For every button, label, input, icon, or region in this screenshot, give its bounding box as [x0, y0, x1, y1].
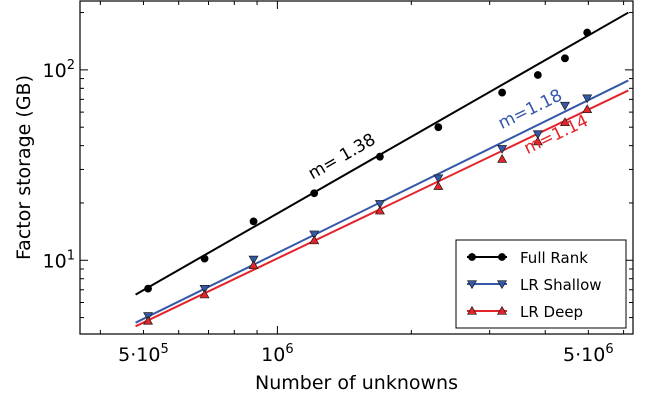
legend-label: LR Shallow [520, 276, 602, 294]
data-point [199, 289, 210, 299]
data-point [496, 280, 508, 290]
data-point [434, 123, 443, 132]
data-point [468, 253, 476, 261]
legend-label: Full Rank [520, 249, 588, 267]
legend: Full Rank LR Shallow LR Deep [455, 239, 627, 329]
data-point [143, 315, 154, 325]
data-point [498, 253, 506, 261]
y-axis-title: Factor storage (GB) [13, 75, 35, 260]
data-point [433, 174, 444, 184]
x-tick-label: 5·105 [118, 342, 169, 366]
series-markers [143, 28, 593, 325]
y-tick-label: 101 [43, 248, 75, 272]
data-point [583, 28, 592, 37]
axis-ticks [80, 1, 633, 334]
data-point [582, 104, 593, 114]
data-point [433, 181, 444, 190]
data-point [496, 305, 508, 315]
data-point [582, 94, 593, 104]
x-axis-title: Number of unknowns [255, 372, 458, 394]
data-point [309, 235, 320, 245]
data-point [497, 153, 508, 163]
data-point [466, 280, 478, 290]
legend-label: LR Deep [520, 303, 583, 321]
y-tick-label: 102 [43, 58, 75, 82]
data-point [144, 284, 152, 293]
data-point [248, 255, 259, 265]
data-point [376, 152, 384, 161]
tick-labels: 5·105 106 5·106 101 102 [43, 58, 614, 366]
data-point [200, 254, 209, 263]
fit-line-lr-deep [135, 89, 629, 328]
data-point [199, 284, 210, 294]
data-point [532, 136, 543, 146]
data-point [532, 130, 543, 140]
data-point [310, 189, 319, 198]
data-point [466, 305, 478, 315]
x-tick-label: 106 [261, 342, 293, 366]
data-point [561, 54, 569, 63]
data-point [309, 230, 320, 240]
data-point [497, 145, 508, 154]
data-point [559, 101, 570, 111]
data-point [374, 205, 385, 215]
x-tick-label: 5·106 [563, 342, 614, 366]
data-point [559, 117, 570, 127]
plot-frame [79, 0, 634, 335]
data-point [374, 200, 385, 209]
data-point [498, 88, 507, 97]
data-point [249, 217, 258, 226]
data-point [248, 260, 259, 270]
data-point [533, 71, 542, 79]
